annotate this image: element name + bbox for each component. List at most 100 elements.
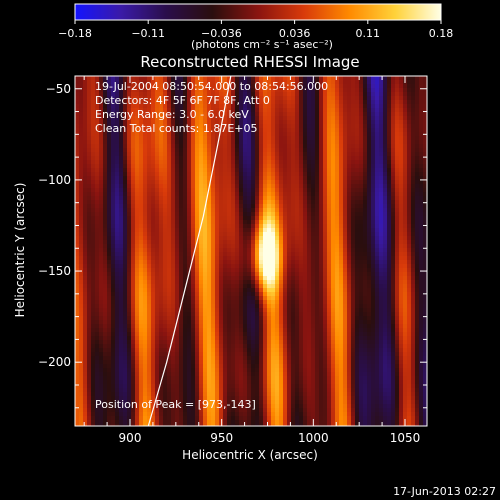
heatmap-cell — [207, 220, 212, 225]
heatmap-cell — [75, 188, 80, 193]
heatmap-cell — [235, 140, 240, 145]
heatmap-cell — [299, 148, 304, 153]
heatmap-cell — [379, 192, 384, 197]
heatmap-cell — [263, 168, 268, 173]
heatmap-cell — [359, 212, 364, 217]
heatmap-cell — [383, 132, 388, 137]
heatmap-cell — [267, 252, 272, 257]
heatmap-cell — [159, 208, 164, 213]
heatmap-cell — [119, 212, 124, 217]
heatmap-cell — [159, 196, 164, 201]
heatmap-cell — [275, 192, 280, 197]
heatmap-cell — [255, 240, 260, 245]
heatmap-cell — [111, 216, 116, 221]
heatmap-cell — [83, 212, 88, 217]
heatmap-cell — [275, 256, 280, 261]
heatmap-cell — [399, 136, 404, 141]
heatmap-cell — [147, 172, 152, 177]
heatmap-cell — [239, 112, 244, 117]
heatmap-cell — [295, 220, 300, 225]
heatmap-cell — [103, 76, 108, 81]
heatmap-cell — [383, 92, 388, 97]
heatmap-cell — [223, 148, 228, 153]
heatmap-cell — [223, 80, 228, 85]
heatmap-cell — [267, 268, 272, 273]
heatmap-cell — [303, 276, 308, 281]
heatmap-cell — [363, 224, 368, 229]
heatmap-cell — [391, 124, 396, 129]
heatmap-cell — [387, 276, 392, 281]
heatmap-cell — [127, 112, 132, 117]
heatmap-cell — [415, 156, 420, 161]
heatmap-cell — [231, 100, 236, 105]
heatmap-cell — [327, 264, 332, 269]
heatmap-cell — [407, 180, 412, 185]
heatmap-cell — [351, 248, 356, 253]
heatmap-cell — [151, 112, 156, 117]
heatmap-cell — [151, 272, 156, 277]
heatmap-cell — [211, 88, 216, 93]
heatmap-cell — [303, 272, 308, 277]
heatmap-cell — [367, 252, 372, 257]
heatmap-cell — [83, 196, 88, 201]
heatmap-cell — [275, 288, 280, 293]
heatmap-cell — [231, 240, 236, 245]
heatmap-cell — [303, 148, 308, 153]
heatmap-cell — [299, 256, 304, 261]
heatmap-cell — [399, 244, 404, 249]
heatmap-cell — [375, 204, 380, 209]
heatmap-cell — [103, 224, 108, 229]
heatmap-cell — [95, 288, 100, 293]
heatmap-cell — [99, 92, 104, 97]
heatmap-cell — [375, 92, 380, 97]
heatmap-cell — [355, 76, 360, 81]
heatmap-cell — [187, 108, 192, 113]
heatmap-cell — [175, 108, 180, 113]
heatmap-cell — [143, 172, 148, 177]
heatmap-cell — [167, 180, 172, 185]
heatmap-cell — [283, 140, 288, 145]
heatmap-cell — [119, 120, 124, 125]
heatmap-cell — [347, 244, 352, 249]
heatmap-cell — [79, 140, 84, 145]
heatmap-cell — [75, 248, 80, 253]
heatmap-cell — [379, 80, 384, 85]
heatmap-cell — [191, 228, 196, 233]
heatmap-cell — [299, 220, 304, 225]
heatmap-cell — [219, 264, 224, 269]
heatmap-cell — [307, 296, 312, 301]
heatmap-cell — [147, 260, 152, 265]
heatmap-cell — [335, 184, 340, 189]
heatmap-cell — [211, 288, 216, 293]
heatmap-cell — [211, 132, 216, 137]
heatmap-cell — [347, 172, 352, 177]
heatmap-cell — [75, 84, 80, 89]
heatmap-cell — [99, 156, 104, 161]
heatmap-cell — [187, 116, 192, 121]
heatmap-cell — [379, 228, 384, 233]
heatmap-cell — [403, 116, 408, 121]
heatmap-cell — [391, 252, 396, 257]
heatmap-cell — [371, 280, 376, 285]
heatmap-cell — [275, 296, 280, 301]
heatmap-cell — [383, 148, 388, 153]
heatmap-cell — [403, 264, 408, 269]
heatmap-cell — [183, 108, 188, 113]
heatmap-cell — [171, 232, 176, 237]
heatmap-cell — [255, 232, 260, 237]
heatmap-cell — [175, 300, 180, 305]
heatmap-cell — [375, 188, 380, 193]
heatmap-cell — [179, 184, 184, 189]
heatmap-cell — [259, 116, 264, 121]
heatmap-cell — [223, 256, 228, 261]
heatmap-cell — [131, 292, 136, 297]
heatmap-cell — [339, 124, 344, 129]
heatmap-cell — [271, 76, 276, 81]
heatmap-cell — [315, 100, 320, 105]
heatmap-cell — [243, 116, 248, 121]
heatmap-cell — [159, 136, 164, 141]
heatmap-cell — [271, 188, 276, 193]
heatmap-cell — [351, 296, 356, 301]
heatmap-cell — [135, 284, 140, 289]
heatmap-cell — [135, 280, 140, 285]
